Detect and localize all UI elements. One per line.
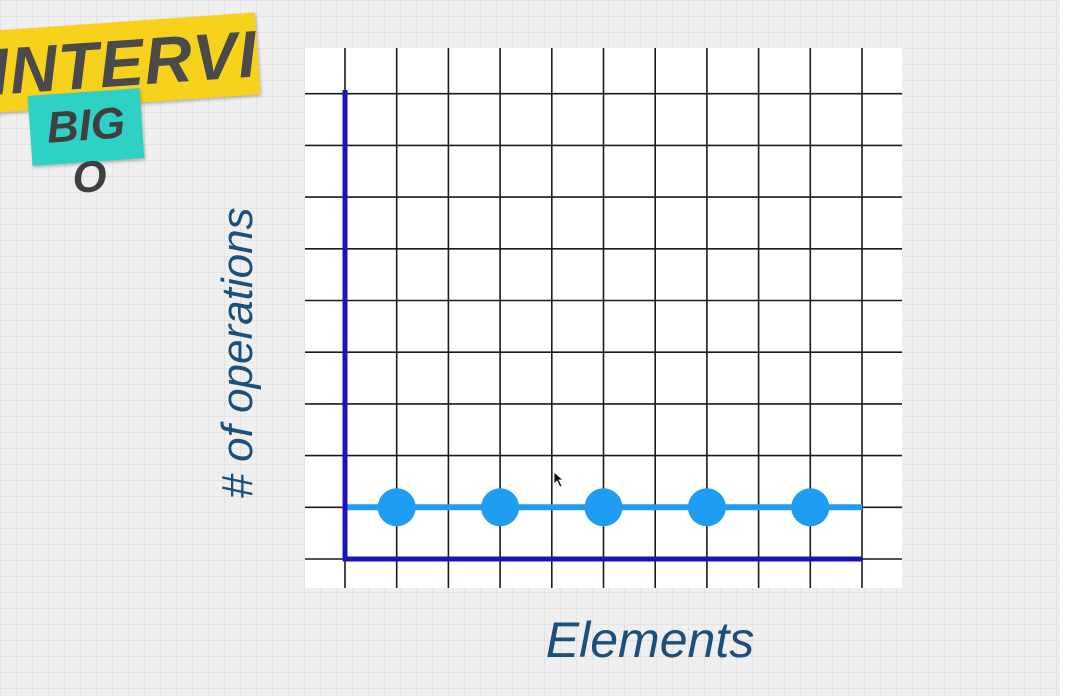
data-point [791,488,830,527]
data-point [481,488,520,527]
y-axis-label: # of operations [213,207,262,499]
mouse-cursor-icon [553,471,565,488]
data-point [377,488,416,527]
data-point [687,488,726,527]
data-point [584,488,623,527]
data-points [377,488,830,527]
right-edge-panel [1060,0,1088,696]
x-axis-label: Elements [545,612,755,668]
